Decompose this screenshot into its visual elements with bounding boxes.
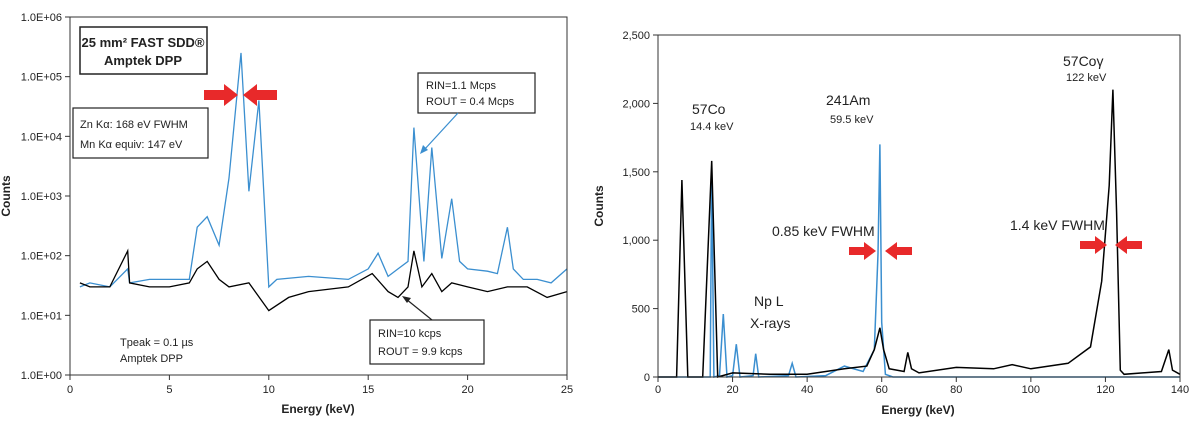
left-series-line-1 (79, 248, 568, 312)
right-series-line-0 (658, 144, 1180, 378)
right-co-peak-label: 57Co (692, 101, 726, 117)
right-co-arrow-right (1080, 236, 1107, 254)
right-fwhm-co: 1.4 keV FWHM (1010, 217, 1105, 233)
right-am-arrow-right (849, 242, 876, 260)
right-am-arrow-left (885, 242, 912, 260)
left-y-tick-label: 1.0E+02 (21, 251, 62, 263)
left-rout-low: ROUT = 9.9 kcps (378, 346, 463, 358)
right-y-tick-label: 2,500 (622, 30, 650, 42)
right-co-arrow-left (1115, 236, 1142, 254)
left-x-tick-label: 20 (461, 384, 473, 396)
right-co-gamma-label: 57Coγ (1063, 53, 1103, 69)
right-x-tick-label: 40 (801, 384, 813, 396)
left-title-line2: Amptek DPP (104, 53, 182, 68)
right-x-tick-label: 100 (1022, 384, 1040, 396)
right-x-tick-label: 80 (950, 384, 962, 396)
left-lowrate-box (369, 319, 485, 365)
right-y-tick-label: 2,000 (622, 98, 650, 110)
right-x-tick-label: 0 (655, 384, 661, 396)
left-y-tick-label: 1.0E+06 (21, 12, 62, 24)
right-series-group (658, 89, 1181, 378)
left-tpeak-label: Tpeak = 0.1 µs (120, 337, 194, 349)
left-rout-high: ROUT = 0.4 Mcps (426, 96, 515, 108)
left-y-tick-label: 1.0E+04 (21, 131, 62, 143)
left-title-line1: 25 mm² FAST SDD® (82, 35, 205, 50)
right-y-tick-label: 1,000 (622, 235, 650, 247)
left-fwhm-line1: Zn Kα: 168 eV FWHM (80, 119, 188, 131)
right-y-tick-label: 0 (644, 372, 650, 384)
left-title-box (79, 26, 208, 75)
left-highrate-pointer-head (420, 145, 428, 154)
left-y-tick-label: 1.0E+00 (21, 370, 62, 382)
right-am-energy: 59.5 keV (830, 114, 874, 126)
left-series-line-0 (79, 52, 568, 289)
left-chart: 0 5 10 15 20 25 1.0E+00 1.0E+01 1.0E+02 1.0E+03 1.… (0, 12, 573, 416)
left-x-tick-label: 15 (362, 384, 374, 396)
left-y-axis-label: Counts (0, 175, 13, 217)
left-x-tick-label: 10 (263, 384, 275, 396)
left-y-tick-label: 1.0E+05 (21, 72, 62, 84)
left-y-tick-label: 1.0E+01 (21, 310, 62, 322)
right-co-peak-energy: 14.4 keV (690, 121, 734, 133)
left-fwhm-line2: Mn Kα equiv: 147 eV (80, 139, 183, 151)
right-np-line2: X-rays (750, 315, 790, 331)
right-plot-frame (657, 34, 1181, 378)
left-y-tick-label: 1.0E+03 (21, 191, 62, 203)
right-y-tick-label: 1,500 (622, 167, 650, 179)
left-x-tick-label: 5 (166, 384, 172, 396)
right-am-label: 241Am (826, 92, 870, 108)
right-y-axis-label: Counts (592, 185, 606, 227)
right-x-tick-label: 20 (726, 384, 738, 396)
right-y-tick-label: 500 (632, 304, 650, 316)
right-x-tick-label: 140 (1171, 384, 1189, 396)
right-x-axis-label: Energy (keV) (881, 403, 954, 417)
left-fwhm-arrow-right (204, 84, 238, 106)
right-chart: 0 20 40 60 80 100 120 140 0 500 1,000 1,500 2,000 2,5… (592, 30, 1189, 417)
left-lowrate-pointer (405, 298, 433, 321)
left-highrate-pointer (423, 112, 459, 151)
right-ticks-group: 0 20 40 60 80 100 120 140 0 500 1,000 1,500 2,000 2,5… (622, 30, 1189, 396)
right-series-line-1 (658, 89, 1181, 378)
left-x-axis-label: Energy (keV) (281, 402, 354, 416)
right-np-line1: Np L (754, 293, 784, 309)
right-x-tick-label: 120 (1096, 384, 1114, 396)
right-x-tick-label: 60 (876, 384, 888, 396)
left-highrate-box (417, 72, 536, 114)
left-series-group (79, 52, 568, 312)
left-x-tick-label: 0 (67, 384, 73, 396)
left-ticks-group: 0 5 10 15 20 25 1.0E+00 1.0E+01 1.0E+02 1.0E+03 1.… (21, 12, 573, 396)
right-fwhm-am: 0.85 keV FWHM (772, 223, 875, 239)
left-rin-low: RIN=10 kcps (378, 328, 442, 340)
left-lowrate-pointer-head (402, 296, 411, 303)
left-x-tick-label: 25 (561, 384, 573, 396)
left-dpp-label: Amptek DPP (120, 353, 183, 365)
left-fwhm-box (72, 107, 209, 159)
right-co-gamma-energy: 122 keV (1066, 72, 1107, 84)
left-fwhm-arrow-left (243, 84, 277, 106)
left-rin-high: RIN=1.1 Mcps (426, 80, 496, 92)
